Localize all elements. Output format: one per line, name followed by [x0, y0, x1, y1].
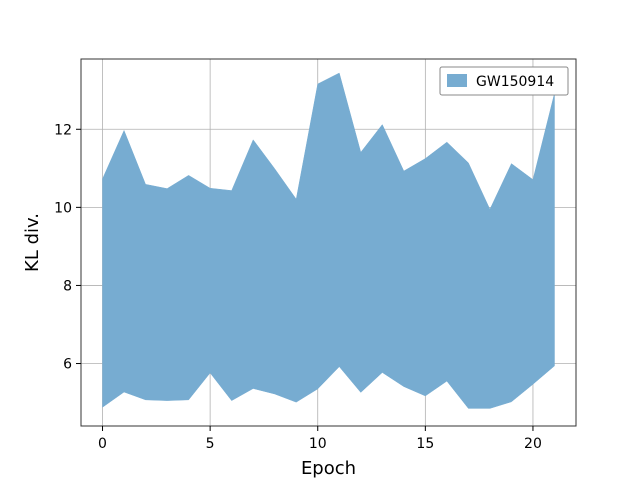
y-tick-label: 12	[54, 122, 72, 138]
x-tick-label: 20	[524, 436, 542, 452]
legend-box	[439, 66, 569, 96]
area-fill	[102, 72, 555, 409]
y-axis-label: KL div.	[22, 213, 43, 272]
x-axis-label: Epoch	[301, 458, 356, 479]
legend-label: GW150914	[476, 74, 554, 90]
x-tick-label: 0	[98, 436, 107, 452]
x-tick-label: 5	[206, 436, 215, 452]
y-tick-label: 6	[63, 357, 72, 373]
legend-swatch	[447, 74, 467, 87]
x-tick-label: 15	[416, 436, 434, 452]
y-tick-label: 10	[54, 200, 72, 216]
legend: GW150914	[439, 66, 569, 96]
y-tick-label: 8	[63, 278, 72, 294]
ticks: 0 5 10 15 20 6 8 10 12	[54, 122, 542, 452]
plot-frame	[80, 58, 577, 427]
x-tick-label: 10	[309, 436, 327, 452]
area-series	[102, 72, 555, 409]
